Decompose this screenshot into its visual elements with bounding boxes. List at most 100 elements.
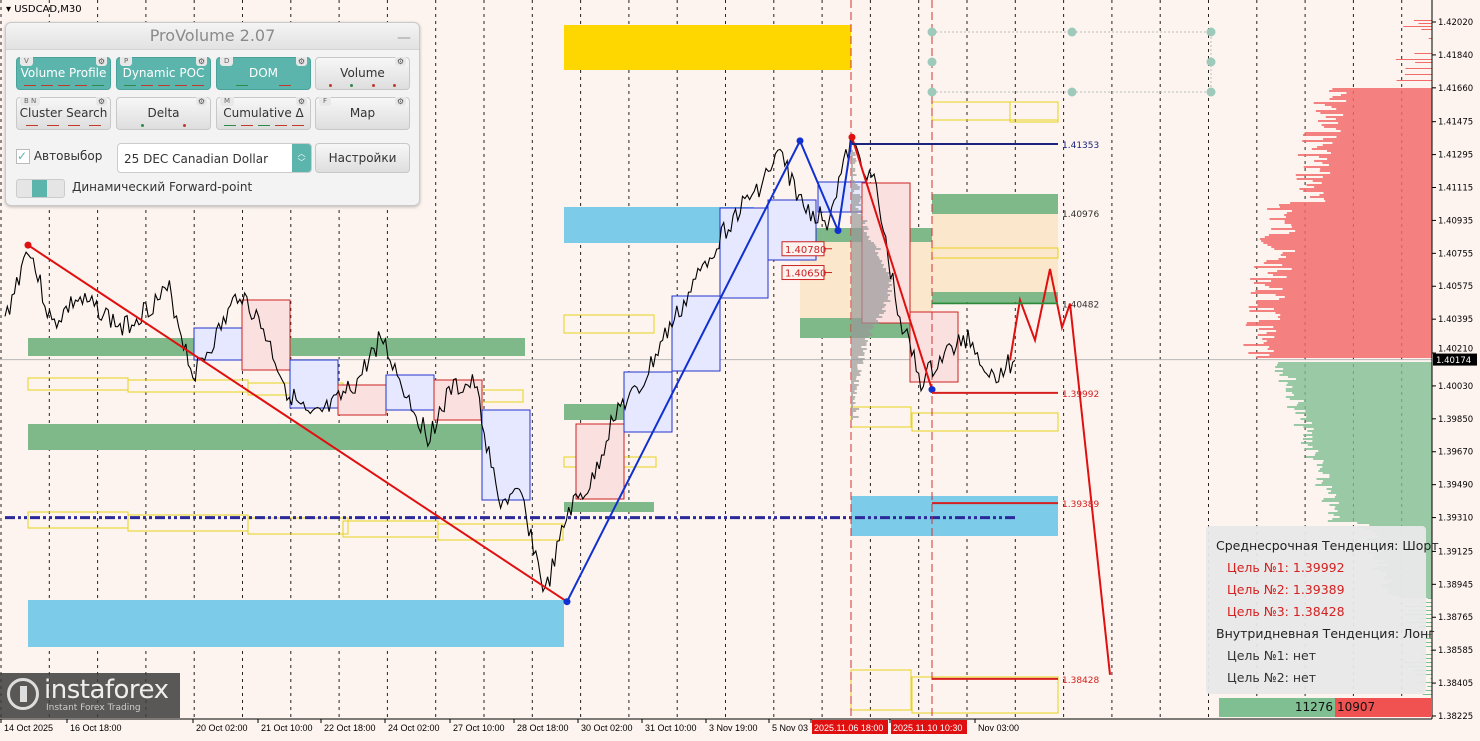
profile-bar-sell: [1274, 336, 1432, 338]
session-profile-bar: [851, 216, 862, 218]
profile-bar-sell: [1324, 104, 1432, 106]
minimize-icon[interactable]: —: [397, 30, 411, 46]
button-dynamic-poc[interactable]: P ⚙ Dynamic POC: [116, 57, 211, 90]
profile-bar-sell: [1313, 102, 1432, 104]
session-profile-bar: [851, 300, 891, 302]
profile-bar-sell: [1325, 116, 1432, 118]
gear-icon[interactable]: ⚙: [195, 57, 207, 66]
gear-icon[interactable]: ⚙: [95, 57, 107, 66]
profile-bar-sell: [1325, 200, 1432, 202]
gear-icon[interactable]: ⚙: [95, 97, 107, 106]
gear-icon[interactable]: ⚙: [394, 97, 406, 106]
gear-icon[interactable]: ⚙: [394, 57, 406, 66]
profile-bar-buy: [1329, 504, 1432, 506]
session-profile-bar: [851, 270, 886, 272]
session-profile-bar: [851, 374, 861, 376]
profile-bar-sell: [1323, 198, 1432, 200]
profile-bar-sell: [1248, 306, 1432, 308]
profile-bar-sell: [1304, 132, 1432, 134]
session-profile-bar: [851, 292, 888, 294]
profile-bar-sell: [1329, 90, 1432, 92]
x-tick-label: 31 Oct 10:00: [645, 723, 697, 733]
profile-bar-buy: [1337, 510, 1432, 512]
button-volume-profile[interactable]: V ⚙ Volume Profile: [16, 57, 111, 90]
profile-bar-buy: [1292, 392, 1432, 394]
profile-bar-buy: [1307, 430, 1432, 432]
profile-bar-buy: [1420, 602, 1432, 603]
button-delta[interactable]: ⚙ Delta: [116, 97, 211, 130]
profile-bar-buy: [1319, 468, 1432, 470]
button-cluster-search[interactable]: B N ⚙ Cluster Search: [16, 97, 111, 130]
profile-bar-sell: [1245, 324, 1432, 326]
profile-bar-buy: [1311, 422, 1432, 424]
profile-bar-buy: [1274, 370, 1432, 372]
zone-yellow-outline: [1009, 101, 1059, 123]
profile-bar-buy: [1312, 440, 1432, 442]
profile-bar-buy: [1424, 642, 1432, 643]
x-tick-label: 2025.11.06 18:00: [814, 723, 883, 733]
session-profile-bar: [851, 322, 880, 324]
button-label: Dynamic POC: [122, 66, 205, 80]
profile-bar-sell: [1266, 260, 1432, 262]
button-volume[interactable]: ⚙ Volume: [315, 57, 410, 90]
profile-bar-sell: [1256, 302, 1432, 304]
session-profile-bar: [851, 166, 853, 168]
session-profile-bar: [851, 250, 876, 252]
range-box: [671, 295, 721, 372]
session-profile-bar: [851, 152, 856, 154]
range-box: [337, 384, 387, 416]
profile-bar-buy: [1276, 364, 1432, 366]
zone-yellow-outline: [247, 517, 349, 535]
profile-bar-sell: [1261, 240, 1432, 242]
session-profile-bar: [851, 278, 893, 280]
profile-bar-sell: [1322, 176, 1432, 178]
panel-title-bar[interactable]: ProVolume 2.07 —: [6, 23, 419, 50]
profile-bar-sell: [1280, 254, 1432, 256]
spinner-arrows-icon[interactable]: ︿ ﹀: [292, 144, 311, 172]
level-label: 1.40482: [1062, 300, 1099, 310]
dom-volume-bar: 11276 10907: [1219, 698, 1432, 717]
profile-bar-buy: [1300, 418, 1432, 420]
profile-bar-sell: [1250, 278, 1432, 280]
forward-point-toggle[interactable]: [16, 179, 65, 198]
profile-bar-buy: [1279, 374, 1432, 376]
profile-bar-sell: [1273, 350, 1432, 352]
profile-bar-sell: [1278, 316, 1432, 318]
profile-bar-sell: [1276, 330, 1432, 332]
session-profile-bar: [851, 332, 872, 334]
profile-bar-sell: [1266, 340, 1432, 342]
autoselect-checkbox[interactable]: ✓ Автовыбор: [16, 149, 103, 164]
profile-bar-buy: [1332, 518, 1432, 520]
profile-bar-buy: [1303, 426, 1432, 428]
session-profile-bar: [851, 348, 867, 350]
gear-icon[interactable]: ⚙: [295, 57, 307, 66]
y-tick-label: 1.38765: [1438, 613, 1473, 623]
mode-indicators: [21, 83, 106, 87]
session-profile-bar: [851, 298, 888, 300]
profile-bar-sell: [1324, 126, 1432, 128]
gear-icon[interactable]: ⚙: [195, 97, 207, 106]
profile-bar-sell: [1263, 262, 1432, 264]
x-tick-label: 3 Nov 19:00: [709, 723, 758, 733]
settings-button[interactable]: Настройки: [315, 143, 410, 173]
gear-icon[interactable]: ⚙: [295, 97, 307, 106]
profile-bar-buy: [1421, 658, 1432, 659]
profile-bar-sell: [1295, 230, 1432, 232]
profile-bar-buy: [1289, 398, 1432, 400]
mid-target-2: Цель №2: 1.39389: [1227, 582, 1345, 597]
profile-bar-buy: [1287, 376, 1432, 378]
profile-bar-sell: [1256, 300, 1432, 302]
button-map[interactable]: F ⚙ Map: [315, 97, 410, 130]
instaforex-watermark: instaforex Instant Forex Trading: [0, 673, 180, 718]
profile-bar-sell: [1295, 174, 1432, 176]
instrument-select[interactable]: 25 DEC Canadian Dollar ︿ ﹀: [117, 143, 312, 173]
button-cumulative[interactable]: M ⚙ Cumulative Δ: [216, 97, 311, 130]
profile-bar-sell: [1290, 202, 1432, 204]
symbol-label[interactable]: ▾ USDCAD,M30: [6, 4, 82, 15]
trend-lines: [24, 133, 1111, 675]
boxed-price-label: 1.40780: [785, 245, 826, 256]
profile-bar-sell: [1250, 292, 1432, 294]
button-dom[interactable]: D ⚙ DOM: [216, 57, 311, 90]
pivot-point: [834, 226, 842, 234]
